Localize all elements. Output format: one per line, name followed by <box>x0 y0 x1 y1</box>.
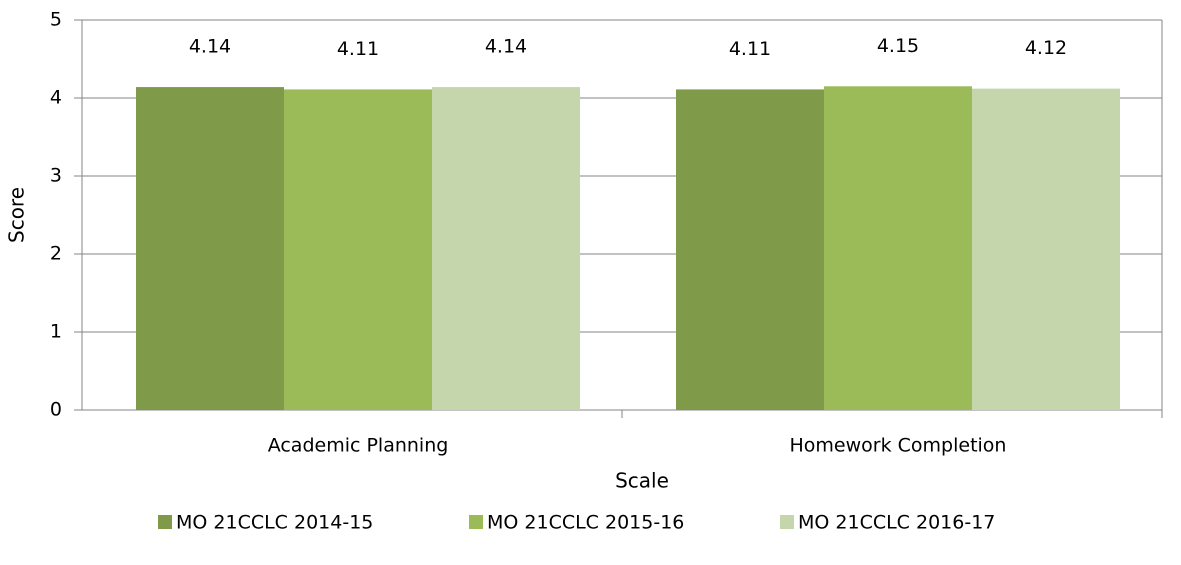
bar <box>972 88 1120 410</box>
x-tick-label: Homework Completion <box>790 435 1007 457</box>
x-tick-label: Academic Planning <box>268 435 449 457</box>
x-axis-title: Scale <box>615 469 669 493</box>
y-tick-label: 0 <box>50 399 62 421</box>
y-tick-label: 5 <box>50 9 62 31</box>
y-tick-label: 3 <box>50 165 62 187</box>
bar <box>284 89 432 411</box>
legend-swatch <box>158 515 172 529</box>
value-label: 4.11 <box>729 38 771 60</box>
value-label: 4.14 <box>485 36 527 58</box>
bar <box>676 89 824 411</box>
value-label: 4.15 <box>877 35 919 57</box>
y-tick-label: 1 <box>50 321 62 343</box>
y-axis-title: Score <box>5 187 29 243</box>
bar <box>432 87 580 410</box>
value-label: 4.12 <box>1025 37 1067 59</box>
value-label: 4.14 <box>189 36 231 58</box>
bar <box>136 87 284 410</box>
legend-label: MO 21CCLC 2016-17 <box>798 512 995 534</box>
legend-label: MO 21CCLC 2014-15 <box>176 512 373 534</box>
value-label: 4.11 <box>337 38 379 60</box>
legend-swatch <box>780 515 794 529</box>
y-tick-label: 4 <box>50 87 62 109</box>
legend-label: MO 21CCLC 2015-16 <box>487 512 684 534</box>
bar <box>824 86 972 411</box>
y-tick-label: 2 <box>50 243 62 265</box>
legend-swatch <box>469 515 483 529</box>
